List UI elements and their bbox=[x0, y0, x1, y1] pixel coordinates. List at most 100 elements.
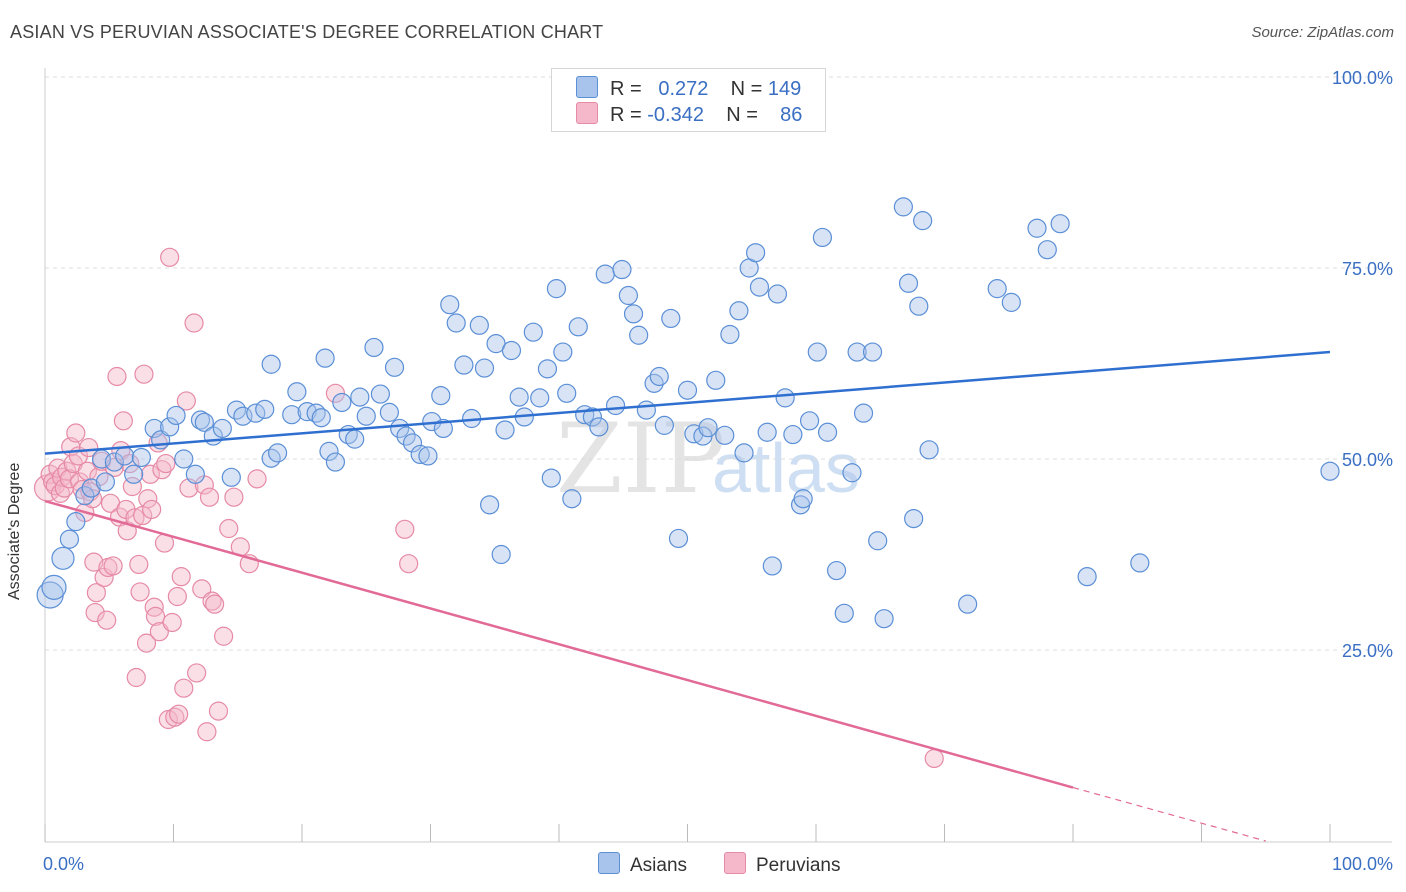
peruvian-trendline bbox=[44, 499, 1074, 789]
asian-point bbox=[144, 418, 164, 439]
asian-point bbox=[446, 313, 466, 333]
y-tick-label: 100.0% bbox=[1332, 68, 1393, 88]
legend-item-peruvians[interactable]: Peruvians bbox=[724, 852, 841, 877]
chart-title: ASIAN VS PERUVIAN ASSOCIATE'S DEGREE COR… bbox=[10, 22, 604, 42]
peruvian-points bbox=[33, 247, 944, 769]
peruvian-point bbox=[85, 602, 105, 623]
peruvian-point bbox=[399, 554, 419, 574]
asian-point bbox=[706, 370, 726, 390]
peruvian-point bbox=[247, 469, 267, 489]
asian-point bbox=[807, 342, 827, 362]
asian-trendline bbox=[44, 350, 1331, 455]
peruvian-point bbox=[162, 612, 182, 633]
asian-point bbox=[1130, 553, 1150, 573]
asian-point bbox=[1037, 240, 1057, 260]
peruvian-point bbox=[187, 663, 207, 683]
peruvian-point bbox=[66, 423, 86, 443]
asian-point bbox=[636, 400, 656, 420]
asian-point bbox=[75, 486, 95, 506]
asian-point bbox=[605, 395, 626, 416]
peruvian-point bbox=[107, 366, 127, 387]
asian-point bbox=[893, 197, 913, 217]
asian-point bbox=[255, 399, 275, 419]
peruvian-point bbox=[208, 701, 229, 721]
legend-label-asians: Asians bbox=[630, 855, 688, 876]
peruvian-point bbox=[171, 567, 191, 587]
peruvian-point bbox=[199, 487, 220, 507]
asian-point bbox=[913, 211, 933, 231]
asian-point bbox=[166, 405, 186, 426]
trendlines bbox=[44, 350, 1331, 842]
asian-point bbox=[757, 422, 777, 442]
asian-point bbox=[325, 452, 346, 472]
peruvian-point bbox=[160, 247, 180, 267]
asian-point bbox=[261, 448, 281, 468]
asian-point bbox=[729, 301, 749, 321]
stats-legend: R = 0.272 N = 149 R = -0.342 N = 86 bbox=[551, 68, 826, 132]
peruvian-point bbox=[142, 499, 162, 520]
source-credit: Source: ZipAtlas.com bbox=[1251, 24, 1394, 41]
asian-point bbox=[582, 407, 603, 427]
peruvian-point bbox=[395, 519, 415, 539]
asian-point bbox=[356, 406, 376, 426]
asian-point bbox=[562, 489, 582, 509]
asian-point bbox=[124, 464, 144, 484]
asian-point bbox=[868, 531, 888, 551]
r-value: 0.272 bbox=[658, 78, 709, 100]
n-label: N = bbox=[726, 104, 758, 126]
asian-point bbox=[783, 424, 803, 445]
asian-point bbox=[909, 296, 929, 316]
y-tick-label: 25.0% bbox=[1342, 641, 1393, 661]
asian-point bbox=[612, 259, 632, 280]
asian-point bbox=[618, 285, 638, 306]
asian-point bbox=[817, 422, 838, 442]
asian-point bbox=[812, 227, 833, 248]
asian-point bbox=[958, 594, 978, 614]
peruvian-point bbox=[156, 453, 176, 474]
peruvian-point bbox=[130, 582, 150, 602]
asian-point bbox=[746, 243, 766, 263]
peruvian-point bbox=[184, 313, 204, 333]
asian-point bbox=[842, 463, 862, 483]
legend-item-asians[interactable]: Asians bbox=[598, 852, 687, 877]
asian-point bbox=[762, 556, 782, 576]
legend-swatch-asians bbox=[598, 852, 620, 874]
asian-point bbox=[661, 308, 681, 329]
asian-point bbox=[410, 444, 430, 465]
asian-point bbox=[95, 472, 115, 492]
asian-point bbox=[474, 358, 495, 378]
asian-point bbox=[469, 315, 489, 335]
n-value: 149 bbox=[767, 78, 802, 100]
asian-point bbox=[194, 412, 214, 432]
asian-point bbox=[557, 383, 577, 403]
asian-point bbox=[115, 446, 135, 466]
asian-point bbox=[402, 433, 423, 453]
asian-point bbox=[568, 317, 588, 337]
asian-point bbox=[319, 441, 339, 461]
tick-labels: 25.0% 50.0% 75.0% 100.0% 0.0% 100.0% bbox=[43, 68, 1393, 874]
asian-point bbox=[282, 405, 302, 425]
asian-point bbox=[81, 478, 101, 498]
asian-point bbox=[904, 508, 924, 529]
legend-swatch-peruvians bbox=[724, 852, 746, 874]
peruvian-point bbox=[176, 391, 196, 411]
peruvian-point bbox=[50, 483, 71, 503]
peruvian-point bbox=[136, 633, 157, 653]
peruvian-point bbox=[138, 489, 158, 509]
asian-point bbox=[364, 337, 384, 358]
x-tick-label: 0.0% bbox=[43, 854, 84, 874]
peruvian-point bbox=[97, 610, 117, 630]
peruvian-point bbox=[86, 583, 107, 603]
asian-point bbox=[350, 387, 370, 407]
asian-point bbox=[501, 340, 522, 361]
peruvian-point bbox=[224, 487, 244, 507]
asian-point bbox=[623, 304, 644, 324]
peruvian-point bbox=[219, 518, 239, 539]
asian-point bbox=[495, 420, 515, 440]
legend-row-peruvians: R = -0.342 N = 86 bbox=[576, 102, 802, 126]
peruvian-point bbox=[113, 411, 133, 431]
peruvian-point bbox=[192, 579, 212, 599]
asian-point bbox=[431, 385, 451, 406]
asian-point bbox=[59, 529, 80, 549]
